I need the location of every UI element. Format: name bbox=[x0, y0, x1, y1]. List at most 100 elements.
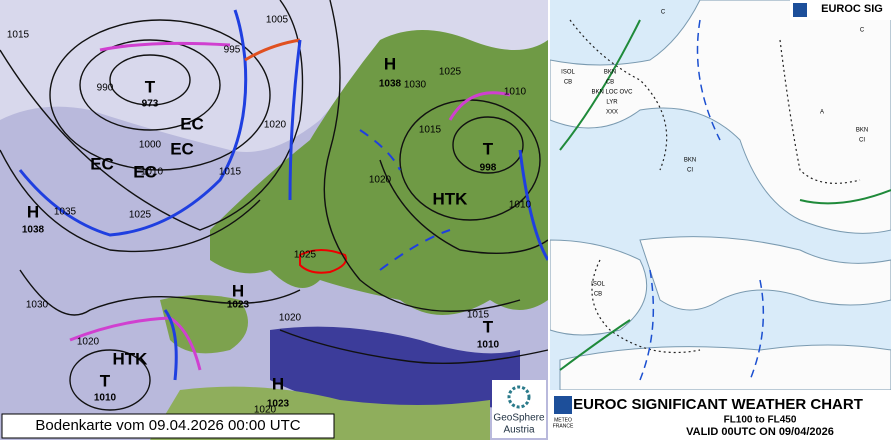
map-label: 1010 bbox=[141, 167, 164, 178]
land-iberia bbox=[160, 295, 248, 354]
map-label: H bbox=[232, 281, 244, 300]
map-label: 1015 bbox=[467, 310, 490, 321]
valid-time: VALID 00UTC ON 09/04/2026 bbox=[686, 426, 834, 438]
occluded-front bbox=[69, 316, 202, 371]
cb-area bbox=[569, 19, 861, 353]
map-label: 1038 bbox=[22, 225, 45, 236]
chart-title: EUROC SIGNIFICANT WEATHER CHART bbox=[573, 396, 863, 413]
agency-text: FRANCE bbox=[553, 423, 574, 429]
isobar bbox=[279, 329, 549, 365]
caption-box bbox=[1, 413, 335, 439]
map-label: 1020 bbox=[264, 120, 287, 131]
sigwx-label: C bbox=[860, 28, 865, 34]
sigwx-label: LYR bbox=[606, 100, 618, 106]
map-label: 1015 bbox=[219, 167, 242, 178]
cold-front bbox=[163, 309, 178, 381]
map-label: 1000 bbox=[139, 140, 162, 151]
map-label: T bbox=[100, 371, 111, 390]
map-label: 1025 bbox=[439, 67, 462, 78]
sigwx-label: A bbox=[820, 110, 824, 116]
sigwx-label: CI bbox=[859, 138, 865, 144]
map-label: HTK bbox=[113, 349, 149, 368]
land-europe bbox=[210, 30, 548, 315]
isobar bbox=[452, 116, 524, 174]
map-label: 1010 bbox=[94, 393, 117, 404]
map-label: 973 bbox=[142, 99, 159, 110]
map-label: HTK bbox=[433, 189, 469, 208]
map-label: 995 bbox=[224, 45, 241, 56]
agency-logo bbox=[793, 3, 807, 17]
map-label: 1025 bbox=[294, 250, 317, 261]
map-label: 1020 bbox=[369, 175, 392, 186]
map-label: H bbox=[384, 54, 396, 73]
map-label: 1010 bbox=[477, 340, 500, 351]
trough bbox=[359, 129, 451, 271]
turbulence-area bbox=[639, 19, 765, 381]
sigwx-label: BKN bbox=[684, 158, 696, 164]
agency-text: METEO bbox=[554, 417, 572, 423]
land-north bbox=[549, 0, 891, 234]
map-label: 1020 bbox=[77, 337, 100, 348]
map-label: EC bbox=[180, 114, 204, 133]
map-label: T bbox=[483, 139, 494, 158]
sigwx-label: ISOL bbox=[561, 70, 575, 76]
caption: Bodenkarte vom 09.04.2026 00:00 UTC bbox=[35, 417, 300, 434]
map-label: 1038 bbox=[379, 79, 402, 90]
jet-stream bbox=[559, 19, 891, 371]
isobar bbox=[0, 149, 261, 253]
map-label: H bbox=[27, 202, 39, 221]
header-box bbox=[790, 0, 891, 20]
land-africa bbox=[559, 344, 891, 391]
logo-box bbox=[492, 380, 546, 438]
cold-front bbox=[18, 9, 248, 237]
logo-text: GeoSphere bbox=[493, 413, 545, 424]
map-label: EC bbox=[170, 139, 194, 158]
map-label: 1005 bbox=[266, 15, 289, 26]
land-central bbox=[639, 236, 891, 311]
map-label: 1025 bbox=[129, 210, 152, 221]
sigwx-label: CB bbox=[606, 80, 614, 86]
cold-front bbox=[518, 149, 550, 261]
isobar bbox=[323, 0, 521, 312]
sigwx-label: BKN bbox=[856, 128, 868, 134]
title-box bbox=[550, 390, 891, 440]
map-label: T bbox=[483, 317, 494, 336]
map-label: 1030 bbox=[26, 300, 49, 311]
isobar bbox=[19, 269, 301, 316]
occluded-front bbox=[448, 91, 511, 121]
map-label: 998 bbox=[480, 163, 497, 174]
map-label: 1030 bbox=[404, 80, 427, 91]
map-label: 1035 bbox=[54, 207, 77, 218]
map-label: 990 bbox=[97, 83, 114, 94]
map-label: 1015 bbox=[7, 30, 30, 41]
map-label: 1015 bbox=[419, 125, 442, 136]
sigwx-labels: ISOL CB BKN CB BKN LOC OVC LYR BKN CI XXX ISOL CB C… bbox=[561, 10, 868, 298]
chart-subtitle: FL100 to FL450 bbox=[724, 415, 797, 426]
occluded-front bbox=[99, 41, 231, 52]
map-label: EC bbox=[133, 162, 157, 181]
map-label: 1023 bbox=[227, 300, 250, 311]
map-label: 1020 bbox=[279, 313, 302, 324]
isobar bbox=[109, 54, 191, 106]
isobar bbox=[69, 349, 151, 411]
land-iberia bbox=[549, 239, 648, 336]
map-label: 1020 bbox=[254, 405, 277, 416]
sigwx-chart: EUROC SIG METEO FRANCE EUROC SIGNIFICANT… bbox=[549, 0, 891, 440]
cold-front bbox=[288, 39, 302, 201]
sigwx-label: CI bbox=[687, 168, 693, 174]
header-title: EUROC SIG bbox=[821, 3, 883, 15]
sigwx-label: CB bbox=[594, 292, 602, 298]
sigwx-label: BKN bbox=[604, 70, 616, 76]
logo-text: Austria bbox=[503, 425, 535, 436]
isobar bbox=[49, 19, 271, 171]
sigwx-label: ISOL bbox=[591, 282, 605, 288]
isobar bbox=[79, 39, 221, 131]
agency-logo bbox=[554, 396, 572, 414]
map-label: EC bbox=[90, 154, 114, 173]
sigwx-label: C bbox=[661, 10, 666, 16]
isobar bbox=[379, 159, 549, 254]
map-label: 1023 bbox=[267, 399, 290, 410]
